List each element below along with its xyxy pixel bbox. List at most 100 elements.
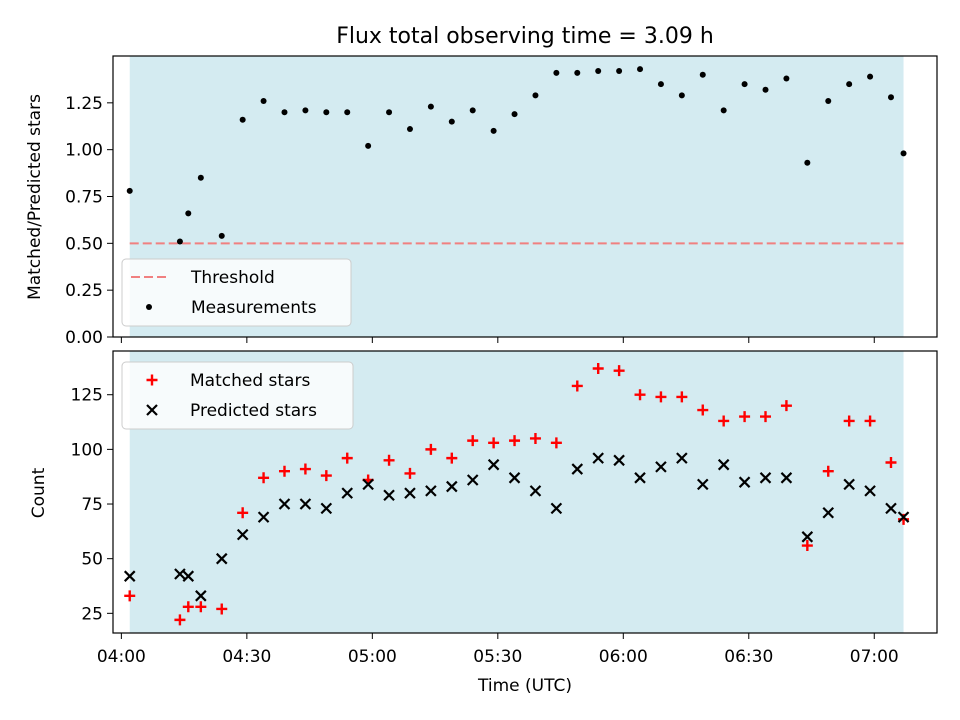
measurement-point [657,81,664,88]
measurement-point [365,142,372,149]
measurement-point [900,150,907,157]
predicted-star-point [174,568,186,580]
x-tick-label: 06:00 [599,647,648,667]
y-tick-label: 1.25 [65,94,103,114]
matched-star-point [404,467,416,479]
matched-star-point [571,380,583,392]
predicted-star-point [717,458,730,471]
measurement-point [783,75,790,82]
measurement-point [553,69,560,76]
matched-star-point [739,411,751,423]
x-tick-label: 04:00 [97,647,146,667]
predicted-star-point [529,485,542,497]
predicted-star-point [341,487,354,499]
predicted-star-point [634,472,646,484]
predicted-star-point [508,472,521,484]
matched-star-point [822,465,834,477]
legend-box [121,361,354,430]
y-tick-label: 1.00 [65,141,103,161]
measurement-point [511,111,518,118]
matched-star-point [278,465,290,477]
legend-measurement-swatch [146,304,152,310]
measurement-point [490,127,497,134]
y-tick-label: 0.75 [65,188,103,208]
x-tick-label: 05:30 [473,647,522,667]
matched-star-point [341,452,353,464]
y-tick-label: 0.00 [65,328,103,348]
legend-label: Predicted stars [190,401,317,421]
matched-star-point [550,437,562,449]
matched-star-point [592,362,604,374]
y-tick-label: 0.50 [65,234,103,254]
legend-box [121,258,352,327]
measurement-point [595,67,602,74]
predicted-star-point [780,472,793,484]
matched-star-point [697,404,709,416]
chart-title: Flux total observing time = 3.09 h [336,24,714,49]
measurement-point [281,109,288,116]
x-tick-label: 05:00 [348,647,397,667]
matched-star-point [258,472,270,484]
x-axis-label: Time (UTC) [477,676,572,696]
measurement-point [574,69,581,76]
predicted-star-point [592,452,604,464]
predicted-star-point [383,489,395,502]
matched-star-point [216,603,228,615]
matched-star-point [760,411,772,423]
predicted-star-point [299,498,312,510]
predicted-star-point [123,570,136,582]
measurement-point [386,109,393,116]
predicted-star-point [696,478,709,491]
plot-frame [112,350,938,634]
predicted-star-point [404,487,416,499]
predicted-star-point [182,570,195,582]
predicted-star-point [215,552,228,565]
measurement-point [699,71,706,78]
matched-star-point [843,415,855,427]
bottom-panel-counts: 25 50 75 100 125 04:00 04:30 05:00 05:30 06:00 06:… [71,350,938,667]
matched-star-point [509,435,521,447]
matched-star-point [780,400,792,412]
predicted-star-point [195,590,207,602]
measurement-point [185,210,192,217]
matched-star-point [655,391,667,403]
legend-label: Measurements [191,298,317,318]
measurement-point [720,107,727,114]
measurement-point [637,66,644,73]
y-tick-label: 25 [81,604,103,624]
predicted-star-point [801,531,814,543]
measurement-point [448,118,455,125]
predicted-star-point [550,502,563,515]
measurement-point [406,126,413,133]
matched-star-point [237,507,249,519]
predicted-star-point [822,506,835,519]
legend-label: Matched stars [190,371,310,391]
matched-star-point [676,391,688,403]
measurement-point [126,187,133,194]
matched-star-point [174,614,186,626]
predicted-star-point [897,511,910,523]
plot-frame [112,55,938,338]
measurement-point [804,159,811,166]
measurement-point [197,174,204,181]
measurement-point [741,81,748,88]
y-tick-label: 0.25 [65,281,103,301]
measurement-point [218,232,225,239]
matched-star-point [801,540,813,552]
predicted-star-point [425,485,437,497]
matched-star-point [885,456,897,468]
matched-star-point [529,432,541,444]
predicted-star-point [613,454,625,467]
matched-star-point [446,452,458,464]
top-panel-ratio: 0.00 0.25 0.50 0.75 1.00 1.25 Threshold Measure… [65,55,938,348]
predicted-star-point [446,480,458,493]
matched-star-point [299,463,311,475]
predicted-star-point [885,502,897,515]
measurement-point [887,94,894,101]
predicted-star-point [487,458,500,471]
matched-star-point [613,365,625,377]
y-axis-label-ratio: Matched/Predicted stars [25,94,45,300]
measurement-point [302,107,309,114]
measurement-point [825,97,832,104]
